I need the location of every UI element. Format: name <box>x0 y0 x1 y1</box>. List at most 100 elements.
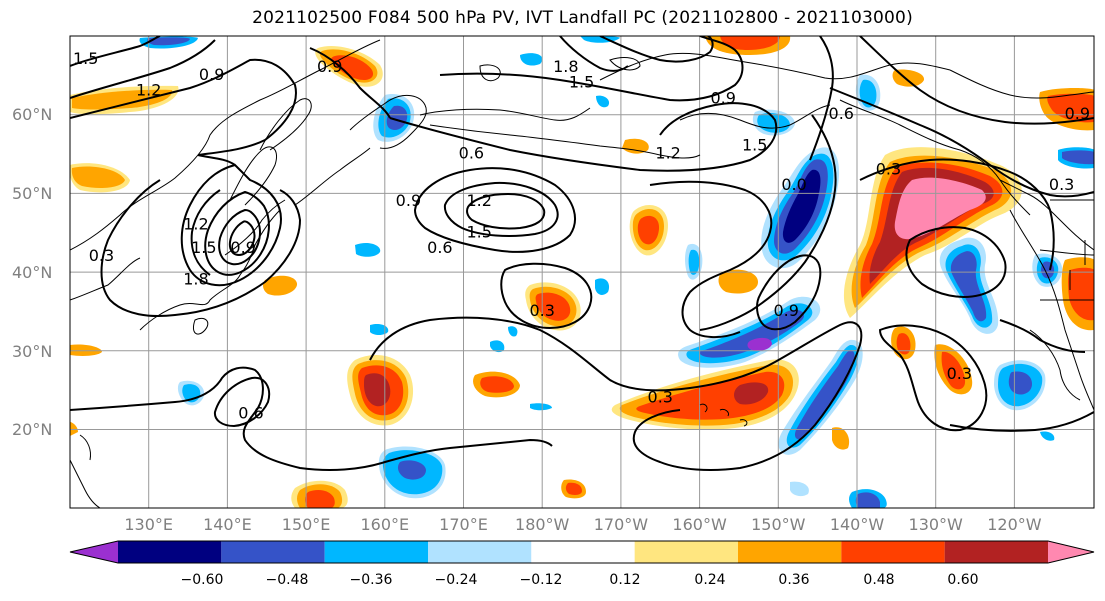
cb-tick-p012: 0.12 <box>609 572 640 588</box>
contour-label: 0.6 <box>238 403 263 422</box>
contour-label: 1.5 <box>742 136 767 155</box>
contour-label: 1.2 <box>655 144 680 163</box>
lon-label-170e: 170°E <box>439 515 488 534</box>
contour-1-2-loop <box>599 36 714 63</box>
contour-0-6-long <box>389 102 778 172</box>
colorbar-bin <box>531 541 635 563</box>
contour-1-2-nw <box>70 39 216 99</box>
lon-label-140w: 140°W <box>830 515 885 534</box>
colorbar-bin <box>118 541 222 563</box>
contour-0-3-south-left <box>70 366 553 471</box>
contour-0-9-loop <box>439 36 744 102</box>
lon-label-160w: 160°W <box>672 515 727 534</box>
contour-1-8-north <box>559 36 629 72</box>
contour-label: 1.5 <box>569 73 594 92</box>
lat-lon-grid <box>70 36 1094 508</box>
cb-tick-m036: −0.36 <box>350 572 393 588</box>
contour-label: 0.9 <box>199 65 224 84</box>
contour-label: 1.8 <box>553 57 578 76</box>
colorbar <box>69 540 1095 564</box>
contour-low-japan-4 <box>228 220 256 257</box>
contour-0-3-far-east <box>949 411 1094 432</box>
contour-0-9-trough <box>699 114 837 331</box>
lat-label-30n: 30°N <box>12 342 52 361</box>
colorbar-bin <box>1048 541 1094 563</box>
contour-label: 0.6 <box>427 238 452 257</box>
colorbar-bin <box>841 541 945 563</box>
colorbar-bin <box>634 541 738 563</box>
contour-label: 0.6 <box>459 144 484 163</box>
contour-central-low-2 <box>443 181 559 237</box>
contour-low-japan-3 <box>218 208 261 266</box>
colorbar-bin <box>944 541 1048 563</box>
contour-0-3-band <box>369 316 863 471</box>
map-title: 2021102500 F084 500 hPa PV, IVT Landfall… <box>252 8 913 28</box>
contour-label: 0.3 <box>648 388 673 407</box>
contour-label: 0.3 <box>947 364 972 383</box>
contour-low-japan-5 <box>190 189 221 276</box>
contour-label: 1.5 <box>467 222 492 241</box>
contour-low-japan-outer <box>100 179 302 318</box>
lon-label-140e: 140°E <box>203 515 252 534</box>
lon-label-120w: 120°W <box>987 515 1042 534</box>
cb-tick-p024: 0.24 <box>694 572 725 588</box>
contour-label: 1.8 <box>183 269 208 288</box>
cb-tick-p048: 0.48 <box>863 572 894 588</box>
cb-tick-p036: 0.36 <box>778 572 809 588</box>
contour-label: 0.9 <box>773 301 798 320</box>
contour-label: 1.2 <box>467 191 492 210</box>
contour-label: 0.3 <box>1049 175 1074 194</box>
contour-0-6-japan <box>309 47 391 119</box>
coastlines <box>70 39 1094 508</box>
contour-0-6-trough-wide <box>649 180 773 338</box>
contour-label: 0.0 <box>781 175 806 194</box>
contour-0-9-nw <box>70 58 297 156</box>
colorbar-outline <box>69 540 1095 564</box>
contour-0-3-low-east <box>905 226 1007 298</box>
lon-label-130w: 130°W <box>909 515 964 534</box>
contour-labels: 1.51.20.9 0.9 1.81.50.90.6 1.2 1.50.00.6 0.90… <box>73 49 1090 422</box>
lat-labels: 60°N 50°N 40°N 30°N 20°N <box>12 105 52 439</box>
contour-label: 0.6 <box>829 104 854 123</box>
lat-label-20n: 20°N <box>12 420 52 439</box>
contour-label: 0.9 <box>1065 104 1090 123</box>
ivt-shading <box>70 36 1094 508</box>
lon-label-150w: 150°W <box>751 515 806 534</box>
lon-label-130e: 130°E <box>124 515 173 534</box>
cb-tick-m060: −0.60 <box>181 572 224 588</box>
contour-label: 0.9 <box>317 57 342 76</box>
lon-label-170w: 170°W <box>594 515 649 534</box>
contour-0-6-south-loop <box>213 376 271 428</box>
contour-label: 0.3 <box>89 246 114 265</box>
contour-label: 0.9 <box>396 191 421 210</box>
contour-low-japan-2 <box>204 190 270 276</box>
lon-label-180w: 180°W <box>515 515 570 534</box>
contour-0-9-east <box>859 36 1094 125</box>
contour-0-3-east-subtropic <box>878 324 988 432</box>
cb-tick-m012: −0.12 <box>520 572 563 588</box>
cb-tick-p060: 0.60 <box>947 572 978 588</box>
contour-0-6-ridge <box>859 158 1055 271</box>
contour-label: 1.5 <box>191 238 216 257</box>
contour-0-3-south-loop-2 <box>500 262 593 330</box>
contour-central-low-3 <box>466 192 546 230</box>
colorbar-bin <box>221 541 325 563</box>
colorbar-bin <box>428 541 532 563</box>
cb-tick-m024: −0.24 <box>435 572 478 588</box>
colorbar-bin <box>70 541 118 563</box>
contour-central-low-outer <box>413 167 576 253</box>
contour-label: 1.5 <box>73 49 98 68</box>
lon-label-160e: 160°E <box>360 515 409 534</box>
contour-label: 0.9 <box>230 238 255 257</box>
lon-label-150e: 150°E <box>282 515 331 534</box>
cb-tick-m048: −0.48 <box>266 572 309 588</box>
map-frame <box>69 35 1095 509</box>
contour-low-japan-1 <box>180 163 282 287</box>
colorbar-ticks: −0.60 −0.48 −0.36 −0.24 −0.12 0.12 0.24 … <box>181 572 979 588</box>
lat-label-50n: 50°N <box>12 184 52 203</box>
lat-label-40n: 40°N <box>12 263 52 282</box>
contour-label: 0.9 <box>710 88 735 107</box>
contour-0-3-east <box>829 87 1094 198</box>
contour-0-9-trough-2 <box>756 254 822 331</box>
